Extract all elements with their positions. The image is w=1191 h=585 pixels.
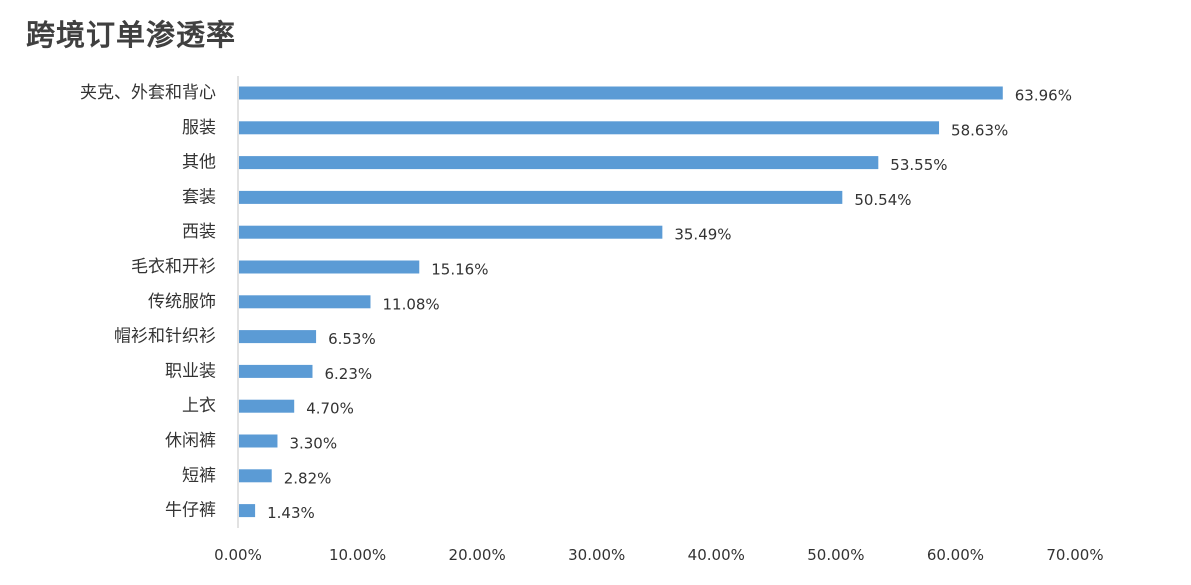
bar xyxy=(239,156,879,170)
value-label: 15.16% xyxy=(431,261,488,279)
category-labels-group: 夹克、外套和背心服装其他套装西装毛衣和开衫传统服饰帽衫和针织衫职业装上衣休闲裤短… xyxy=(80,83,216,521)
category-label: 牛仔裤 xyxy=(165,501,216,521)
value-label: 4.70% xyxy=(306,400,354,418)
value-label: 35.49% xyxy=(674,226,731,244)
x-tick-label: 20.00% xyxy=(449,546,506,564)
bar xyxy=(239,330,317,344)
value-label: 63.96% xyxy=(1015,87,1072,105)
bar xyxy=(239,225,663,239)
value-label: 2.82% xyxy=(284,469,332,487)
x-tick-label: 50.00% xyxy=(807,546,864,564)
category-label: 西装 xyxy=(182,222,216,242)
value-label: 1.43% xyxy=(267,504,315,522)
category-label: 服装 xyxy=(182,118,216,138)
bar xyxy=(239,295,371,309)
bars-group xyxy=(239,86,1003,518)
bar xyxy=(239,260,420,274)
category-label: 毛衣和开衫 xyxy=(131,257,216,277)
category-label: 上衣 xyxy=(182,396,216,416)
category-label: 短裤 xyxy=(182,466,216,486)
category-label: 帽衫和针织衫 xyxy=(114,327,216,347)
bar xyxy=(239,190,843,204)
bar xyxy=(239,469,272,483)
x-tick-label: 60.00% xyxy=(927,546,984,564)
category-label: 套装 xyxy=(182,187,216,207)
x-tick-label: 10.00% xyxy=(329,546,386,564)
x-tick-label: 70.00% xyxy=(1046,546,1103,564)
bar xyxy=(239,86,1003,100)
bar xyxy=(239,364,313,378)
bar xyxy=(239,121,940,135)
value-label: 11.08% xyxy=(382,295,439,313)
x-tick-label: 30.00% xyxy=(568,546,625,564)
bar xyxy=(239,399,295,413)
value-label: 53.55% xyxy=(890,156,947,174)
category-label: 其他 xyxy=(182,153,216,173)
bar xyxy=(239,504,256,518)
category-label: 休闲裤 xyxy=(165,431,216,451)
value-label: 58.63% xyxy=(951,121,1008,139)
category-label: 传统服饰 xyxy=(148,292,216,312)
value-label: 50.54% xyxy=(854,191,911,209)
x-tick-label: 40.00% xyxy=(688,546,745,564)
value-label: 6.53% xyxy=(328,330,376,348)
category-label: 夹克、外套和背心 xyxy=(80,83,216,103)
value-labels-group: 63.96% 58.63%53.55% 50.54% 35.49% 15.16% 11.0… xyxy=(267,87,1072,523)
x-tick-labels-group: 0.00% 10.00% 20.00% 30.00% 40.00% 50.00% 60.00… xyxy=(214,546,1103,564)
x-tick-label: 0.00% xyxy=(214,546,262,564)
value-label: 6.23% xyxy=(324,365,372,383)
category-label: 职业装 xyxy=(165,361,216,381)
value-label: 3.30% xyxy=(289,435,337,453)
bar xyxy=(239,434,278,448)
chart-title: 跨境订单渗透率 xyxy=(26,18,237,52)
